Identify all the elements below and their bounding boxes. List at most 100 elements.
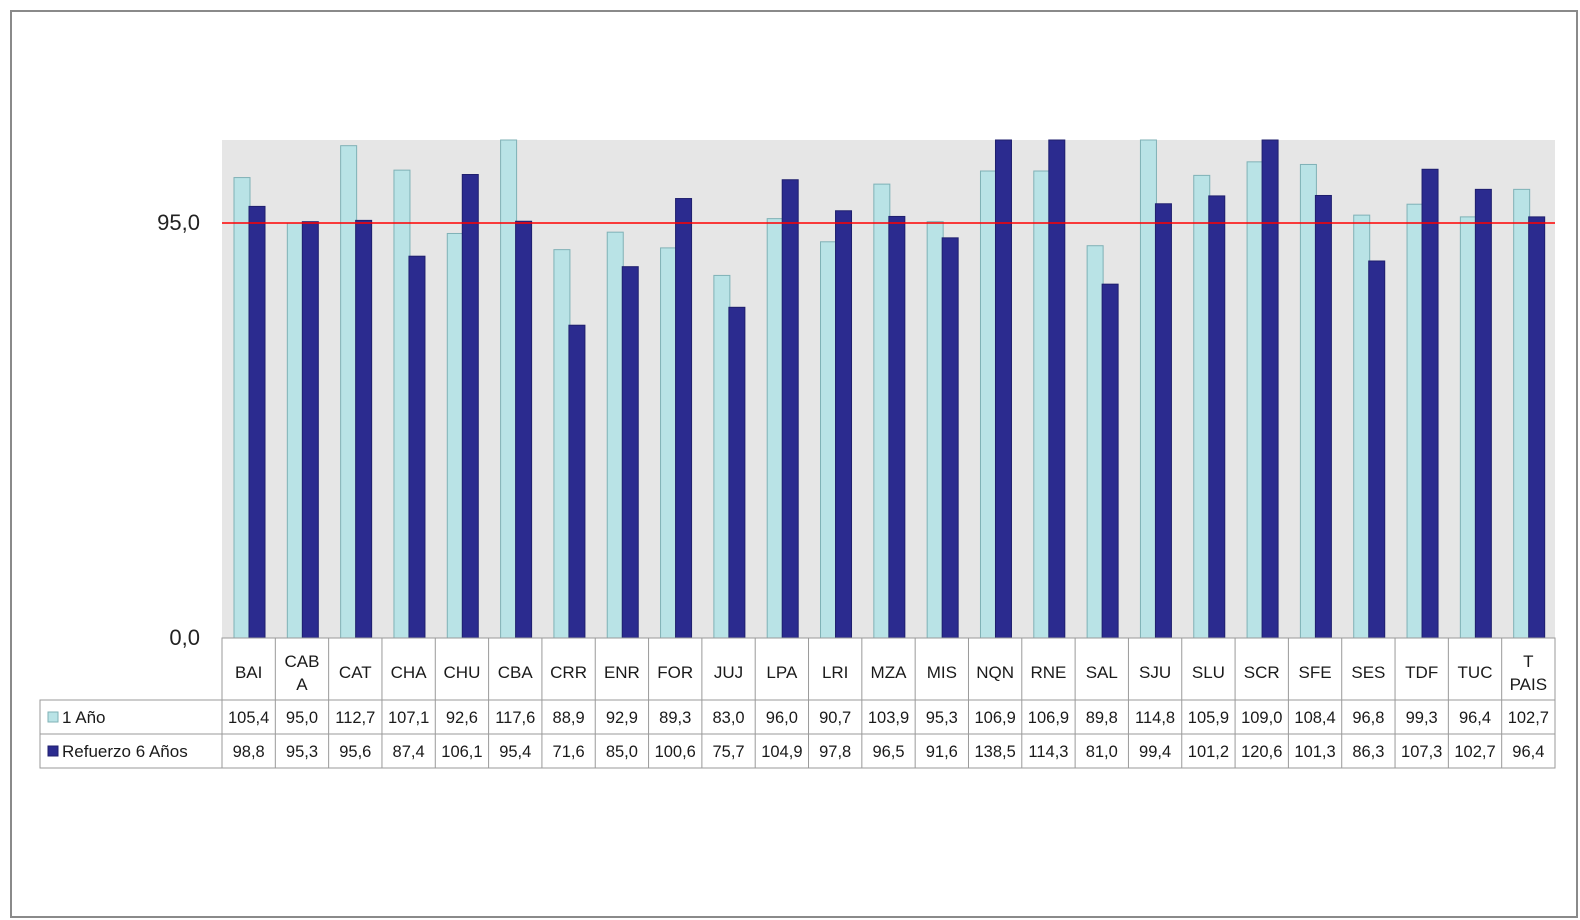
bar-series2-7 <box>621 266 639 639</box>
bar-series1-0 <box>233 177 251 639</box>
bar-series1-9 <box>713 274 731 639</box>
data-label-series1: 117,6 <box>495 709 535 727</box>
bar-series1-13 <box>926 221 944 639</box>
chart-frame <box>10 10 1578 918</box>
category-label: JUJ <box>714 663 743 682</box>
data-label-series2: 101,3 <box>1294 743 1335 761</box>
data-label-series2: 91,6 <box>926 743 958 761</box>
data-label-series2: 97,8 <box>819 743 851 761</box>
data-label-series2: 102,7 <box>1454 743 1495 761</box>
data-label-series1: 103,9 <box>868 709 909 727</box>
bar-series1-8 <box>660 247 678 639</box>
category-label: CBA <box>498 663 534 682</box>
legend-key-series2 <box>47 745 59 757</box>
data-label-series2: 114,3 <box>1028 743 1068 761</box>
data-label-series2: 99,4 <box>1139 743 1171 761</box>
data-label-series1: 92,9 <box>606 709 638 727</box>
bar-series1-16 <box>1086 245 1104 639</box>
data-label-series1: 105,9 <box>1188 709 1229 727</box>
data-label-series2: 120,6 <box>1241 743 1282 761</box>
bar-series2-24 <box>1528 216 1546 639</box>
data-label-series1: 102,7 <box>1508 709 1549 727</box>
bar-series2-14 <box>994 139 1012 639</box>
bar-series2-5 <box>515 220 533 639</box>
data-label-series1: 99,3 <box>1406 709 1438 727</box>
category-label: FOR <box>657 663 693 682</box>
data-label-series1: 89,8 <box>1086 709 1118 727</box>
bar-series1-4 <box>446 232 464 639</box>
bar-series2-8 <box>675 198 693 639</box>
category-label: RNE <box>1031 663 1067 682</box>
bar-series2-6 <box>568 324 586 639</box>
bar-series2-1 <box>301 221 319 639</box>
bar-series2-19 <box>1261 139 1279 639</box>
bar-series2-9 <box>728 306 746 639</box>
data-label-series1: 89,3 <box>659 709 691 727</box>
bar-series2-2 <box>355 219 373 639</box>
bar-series1-21 <box>1353 214 1371 639</box>
data-label-series1: 107,1 <box>388 709 429 727</box>
bar-series1-22 <box>1406 203 1424 639</box>
bar-series1-14 <box>979 170 997 639</box>
bar-series2-20 <box>1314 194 1332 639</box>
data-label-series2: 106,1 <box>441 743 482 761</box>
data-label-series2: 107,3 <box>1401 743 1442 761</box>
bar-series1-2 <box>340 145 358 639</box>
bar-series1-7 <box>606 231 624 639</box>
data-label-series1: 83,0 <box>712 709 744 727</box>
bar-series2-23 <box>1474 188 1492 639</box>
category-label: SLU <box>1192 663 1225 682</box>
data-label-series1: 109,0 <box>1241 709 1282 727</box>
data-label-series2: 95,6 <box>339 743 371 761</box>
category-label: CAB <box>284 652 319 671</box>
legend-label-series2: Refuerzo 6 Años <box>62 742 188 761</box>
category-label: CAT <box>339 663 372 682</box>
bar-series1-24 <box>1513 188 1531 639</box>
bar-series1-5 <box>500 139 518 639</box>
category-label: SAL <box>1086 663 1118 682</box>
category-label: SES <box>1351 663 1385 682</box>
category-label: LRI <box>822 663 848 682</box>
data-label-series2: 95,4 <box>499 743 531 761</box>
data-label-series2: 87,4 <box>393 743 425 761</box>
category-label: CRR <box>550 663 587 682</box>
data-label-series2: 100,6 <box>655 743 696 761</box>
y-tick-label: 95,0 <box>157 210 200 235</box>
category-label: CHA <box>391 663 428 682</box>
data-label-series1: 106,9 <box>974 709 1015 727</box>
bar-series2-10 <box>781 179 799 639</box>
data-label-series2: 96,5 <box>872 743 904 761</box>
category-label: TDF <box>1405 663 1438 682</box>
legend-label-series1: 1 Año <box>62 708 106 727</box>
category-label: ENR <box>604 663 640 682</box>
legend-key-series1 <box>47 711 59 723</box>
bar-series2-17 <box>1154 203 1172 639</box>
data-label-series2: 138,5 <box>974 743 1015 761</box>
bar-series2-15 <box>1048 139 1066 639</box>
data-label-series1: 114,8 <box>1135 709 1175 727</box>
category-label: MZA <box>871 663 908 682</box>
data-label-series1: 95,3 <box>926 709 958 727</box>
data-label-series2: 96,4 <box>1512 743 1544 761</box>
data-label-series1: 96,0 <box>766 709 798 727</box>
bar-series2-22 <box>1421 168 1439 639</box>
data-label-series1: 96,4 <box>1459 709 1491 727</box>
bar-series1-11 <box>820 241 838 639</box>
data-label-series1: 88,9 <box>553 709 585 727</box>
data-label-series2: 71,6 <box>553 743 585 761</box>
bar-series1-3 <box>393 169 411 639</box>
data-label-series2: 101,2 <box>1188 743 1229 761</box>
bar-series1-10 <box>766 218 784 639</box>
data-label-series1: 92,6 <box>446 709 478 727</box>
bar-series1-15 <box>1033 170 1051 639</box>
category-label: BAI <box>235 663 262 682</box>
data-label-series2: 95,3 <box>286 743 318 761</box>
category-label-line2: PAIS <box>1510 675 1547 694</box>
data-label-series2: 98,8 <box>233 743 265 761</box>
bar-series1-1 <box>286 222 304 639</box>
bar-series2-13 <box>941 237 959 639</box>
data-label-series2: 81,0 <box>1086 743 1118 761</box>
bar-series1-20 <box>1299 163 1317 639</box>
data-label-series2: 104,9 <box>761 743 802 761</box>
